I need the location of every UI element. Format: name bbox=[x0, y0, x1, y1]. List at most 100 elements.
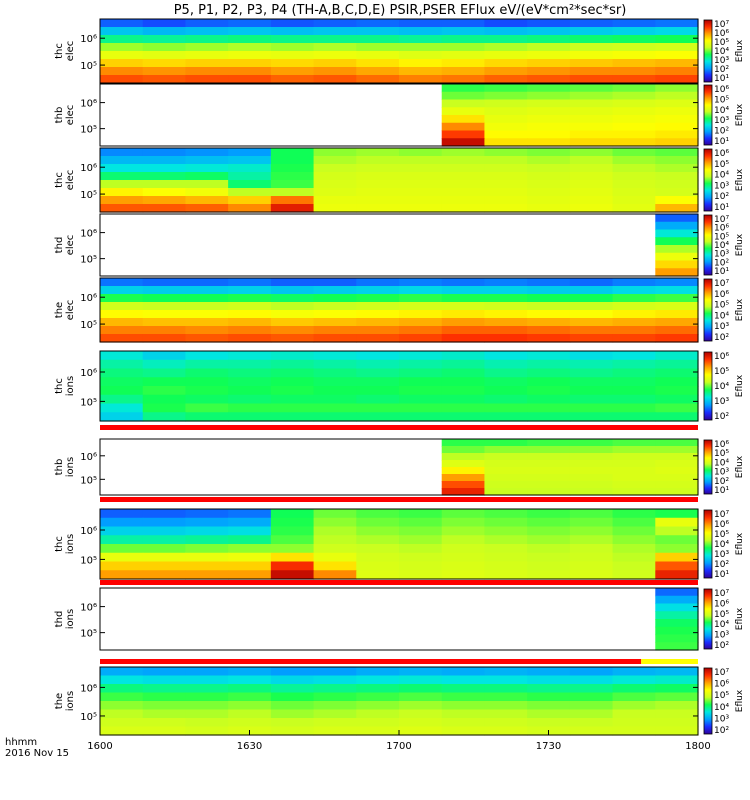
spectrogram-cell bbox=[270, 196, 315, 205]
spectrogram-cell bbox=[270, 377, 315, 387]
colorbar-tick-label: 10² bbox=[714, 65, 729, 75]
spectrogram-cell bbox=[569, 684, 614, 694]
spectrogram-cell bbox=[484, 517, 528, 528]
colorbar bbox=[703, 19, 713, 83]
probe-label: elec bbox=[65, 41, 76, 62]
spectrogram-cell bbox=[612, 667, 656, 677]
spectrogram-cell bbox=[569, 51, 614, 60]
spectrogram-cell bbox=[142, 156, 187, 165]
spectrogram-cell bbox=[527, 359, 571, 370]
spectrogram-cell bbox=[142, 326, 187, 335]
spectrogram-cell bbox=[527, 204, 571, 213]
spectrogram-cell bbox=[185, 394, 229, 405]
spectrogram-cell bbox=[100, 675, 144, 685]
colorbar-tick-label: 10⁵ bbox=[714, 38, 729, 48]
probe-label: elec bbox=[65, 235, 76, 256]
spectrogram-cell bbox=[142, 394, 187, 405]
spectrogram-cell bbox=[185, 148, 229, 157]
spectrogram-cell bbox=[185, 180, 229, 189]
spectrogram-cell bbox=[612, 726, 656, 736]
x-tick-label: 1730 bbox=[536, 741, 561, 752]
y-tick-label: 10⁵ bbox=[80, 125, 97, 136]
spectrogram-cell bbox=[313, 180, 357, 189]
y-tick-label: 10⁶ bbox=[80, 99, 97, 110]
spectrogram-cell bbox=[612, 294, 656, 303]
spectrogram-cell bbox=[228, 180, 272, 189]
spectrogram-cell bbox=[228, 334, 272, 343]
spectrogram-cell bbox=[441, 164, 486, 173]
spectrogram-cell bbox=[441, 412, 486, 422]
spectrogram-cell bbox=[185, 19, 229, 28]
spectrogram-cell bbox=[313, 709, 357, 719]
spectrogram-cell bbox=[441, 35, 486, 44]
spectrogram-cell bbox=[527, 164, 571, 173]
spectrogram-cell bbox=[100, 351, 144, 361]
y-tick-label: 10⁵ bbox=[80, 190, 97, 201]
spectrogram-cell bbox=[655, 148, 699, 157]
spectrogram-cell bbox=[228, 675, 272, 685]
spectrogram-cell bbox=[313, 75, 357, 84]
spectrogram-cell bbox=[527, 561, 571, 571]
colorbar bbox=[703, 214, 713, 276]
spectrogram-cell bbox=[441, 544, 486, 554]
spectrogram-cell bbox=[527, 570, 571, 580]
spectrogram-cell bbox=[655, 667, 699, 677]
spectrogram-cell bbox=[569, 460, 614, 468]
spectrogram-cell bbox=[270, 718, 315, 728]
spectrogram-cell bbox=[270, 43, 315, 52]
spectrogram-cell bbox=[569, 138, 614, 147]
colorbar bbox=[703, 439, 713, 495]
spectrogram-cell bbox=[441, 351, 486, 361]
spectrogram-cell bbox=[228, 709, 272, 719]
spectrogram-cell bbox=[655, 642, 699, 651]
spectrogram-cell bbox=[655, 318, 699, 327]
spectrogram-cell bbox=[612, 115, 656, 124]
spectrogram-cell bbox=[569, 481, 614, 489]
spectrogram-cell bbox=[612, 718, 656, 728]
spectrogram-cell bbox=[399, 675, 443, 685]
spectrogram-cell bbox=[441, 460, 486, 468]
spectrogram-cell bbox=[569, 570, 614, 580]
spectrogram-cell bbox=[655, 196, 699, 205]
spectrogram-cell bbox=[270, 359, 315, 370]
spectrogram-cell bbox=[441, 386, 486, 396]
spectrogram-cell bbox=[270, 164, 315, 173]
spectrogram-cell bbox=[356, 35, 400, 44]
x-corner-label-date: 2016 Nov 15 bbox=[5, 748, 69, 759]
colorbar-tick-label: 10⁵ bbox=[714, 95, 729, 105]
spectrogram-cell bbox=[399, 509, 443, 519]
spectrogram-cell bbox=[441, 107, 486, 116]
spectrogram-cell bbox=[569, 692, 614, 702]
spectrogram-cell bbox=[484, 351, 528, 361]
spectrogram-cell bbox=[270, 180, 315, 189]
spectrogram-cell bbox=[142, 294, 187, 303]
colorbar-tick-label: 10³ bbox=[714, 397, 729, 407]
spectrogram-cell bbox=[399, 27, 443, 36]
spectrogram-cell bbox=[484, 51, 528, 60]
spectrogram-cell bbox=[527, 122, 571, 132]
spectrogram-cell bbox=[612, 107, 656, 116]
y-tick-label: 10⁵ bbox=[80, 555, 97, 566]
spectrogram-cell bbox=[484, 460, 528, 468]
panel-frame bbox=[99, 587, 699, 651]
spectrogram-cell bbox=[484, 403, 528, 413]
spectrogram-cell bbox=[142, 67, 187, 76]
spectrogram-cell bbox=[185, 75, 229, 84]
spectrogram-cell bbox=[655, 377, 699, 387]
spectrogram-cell bbox=[612, 351, 656, 361]
spectrogram-cell bbox=[228, 278, 272, 287]
spectrogram-cell bbox=[313, 552, 357, 563]
spectrogram-cell bbox=[185, 302, 229, 311]
colorbar-tick-label: 10⁵ bbox=[714, 160, 729, 170]
spectrogram-cell bbox=[612, 526, 656, 536]
spectrogram-cell bbox=[655, 692, 699, 702]
spectrogram-cell bbox=[527, 302, 571, 311]
spectrogram-cell bbox=[142, 509, 187, 519]
spectrogram-cell bbox=[569, 709, 614, 719]
spectrogram-cell bbox=[612, 684, 656, 694]
spectrogram-cell bbox=[356, 188, 400, 197]
spectrogram-cell bbox=[612, 326, 656, 335]
spectrogram-cell bbox=[441, 326, 486, 335]
